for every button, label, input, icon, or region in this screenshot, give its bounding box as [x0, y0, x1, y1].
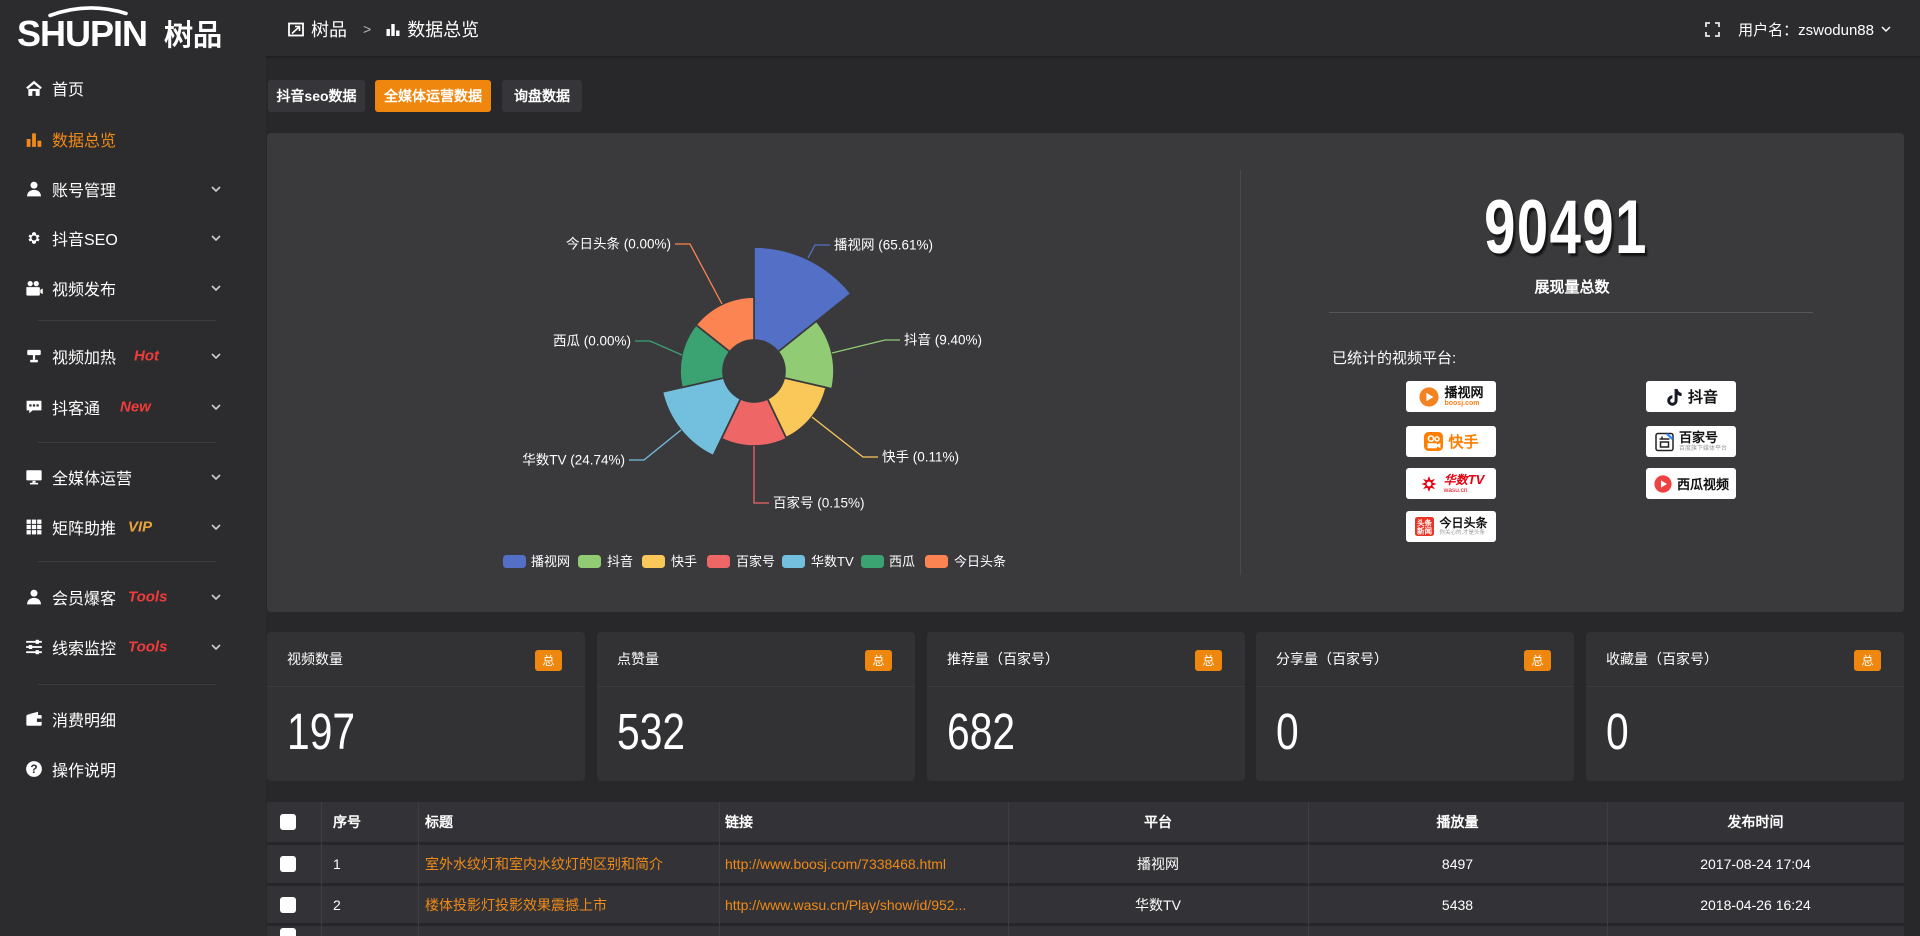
svg-text:SHUPIN: SHUPIN [17, 13, 147, 54]
svg-text:抖音 (9.40%): 抖音 (9.40%) [904, 332, 982, 348]
svg-text:?: ? [30, 762, 37, 776]
svg-text:抖音: 抖音 [607, 554, 633, 569]
svg-text:播视网: 播视网 [531, 554, 570, 569]
svg-text:头条: 头条 [1417, 518, 1433, 528]
svg-text:华数TV (24.74%): 华数TV (24.74%) [522, 453, 625, 468]
svg-text:华数TV: 华数TV [811, 554, 854, 569]
svg-text:今日头条 (0.00%): 今日头条 (0.00%) [566, 236, 671, 252]
svg-text:百家号 (0.15%): 百家号 (0.15%) [773, 495, 865, 511]
svg-text:西瓜: 西瓜 [889, 554, 915, 569]
svg-text:快手: 快手 [671, 554, 697, 569]
svg-text:树品: 树品 [164, 19, 222, 52]
svg-text:播视网 (65.61%): 播视网 (65.61%) [834, 238, 933, 253]
svg-text:西瓜 (0.00%): 西瓜 (0.00%) [553, 334, 631, 349]
svg-text:今日头条: 今日头条 [954, 554, 1006, 569]
svg-text:新闻: 新闻 [1417, 525, 1432, 535]
svg-text:百家号: 百家号 [736, 554, 775, 569]
svg-text:快手 (0.11%): 快手 (0.11%) [882, 450, 959, 465]
